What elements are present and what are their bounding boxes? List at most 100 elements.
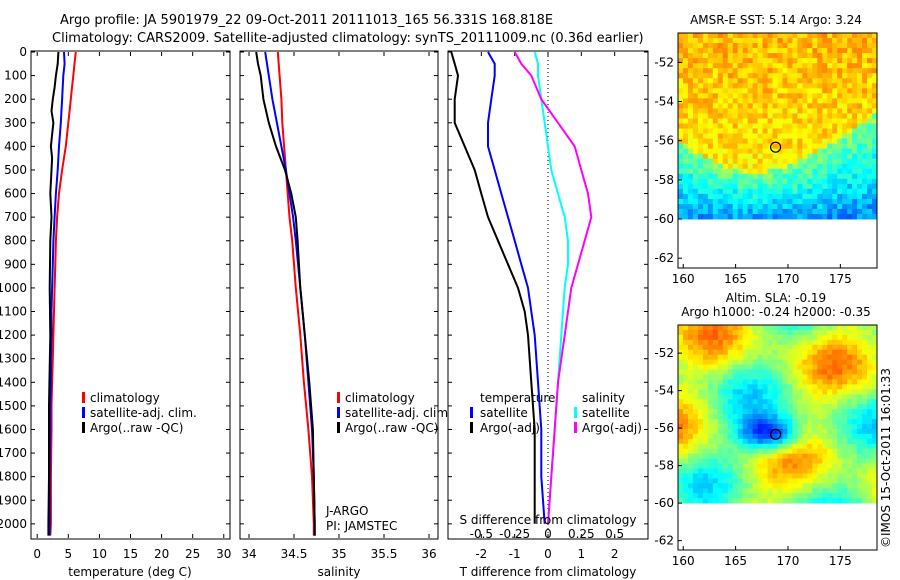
heatmap-cell [827, 428, 833, 435]
heatmap-cell [862, 453, 868, 459]
heatmap-cell [692, 433, 699, 440]
heatmap-cell [802, 369, 808, 375]
heatmap-cell [678, 409, 684, 415]
heatmap-cell [717, 468, 724, 474]
heatmap-cell [762, 468, 768, 474]
heatmap-cell [867, 73, 873, 79]
heatmap-cell [697, 438, 704, 445]
heatmap-cell [722, 188, 729, 195]
heatmap-cell [872, 423, 878, 430]
heatmap-cell [822, 438, 828, 445]
heatmap-cell [697, 433, 704, 440]
heatmap-cell [697, 108, 704, 114]
heatmap-cell [767, 158, 773, 165]
heatmap-cell [787, 193, 793, 200]
heatmap-cell [697, 118, 704, 124]
heatmap-cell [702, 158, 709, 165]
heatmap-cell [842, 153, 848, 160]
heatmap-cell [787, 173, 793, 180]
heatmap-cell [727, 329, 734, 336]
heatmap-cell [752, 138, 759, 145]
heatmap-cell [787, 183, 793, 190]
heatmap-cell [872, 214, 878, 220]
heatmap-cell [847, 448, 853, 455]
heatmap-cell [842, 458, 848, 464]
heatmap-cell [787, 208, 793, 215]
heatmap-cell [807, 428, 813, 435]
heatmap-cell [832, 478, 838, 484]
heatmap-cell [687, 133, 694, 139]
heatmap-cell [832, 48, 838, 54]
heatmap-cell [742, 458, 749, 464]
heatmap-cell [767, 394, 773, 400]
heatmap-cell [752, 73, 759, 79]
heatmap-cell [747, 168, 754, 175]
series-line [450, 51, 536, 524]
heatmap-cell [837, 394, 843, 400]
heatmap-cell [807, 143, 813, 150]
y-tick-label: 300 [4, 116, 27, 130]
heatmap-cell [732, 178, 739, 185]
heatmap-cell [872, 394, 878, 400]
heatmap-cell [767, 339, 773, 346]
heatmap-cell [852, 374, 858, 380]
heatmap-cell [862, 38, 868, 44]
heatmap-cell [722, 399, 729, 405]
heatmap-cell [682, 58, 689, 64]
heatmap-cell [732, 58, 739, 64]
heatmap-cell [777, 38, 783, 44]
heatmap-cell [767, 443, 773, 450]
heatmap-cell [777, 93, 783, 99]
heatmap-cell [807, 473, 813, 479]
x-tick-label-secondary: 0.25 [568, 527, 595, 541]
heatmap-cell [867, 493, 873, 499]
heatmap-cell [837, 173, 843, 180]
heatmap-cell [817, 488, 823, 494]
heatmap-cell [742, 183, 749, 190]
heatmap-cell [807, 414, 813, 420]
heatmap-cell [802, 478, 808, 484]
heatmap-cell [692, 73, 699, 79]
sst-map-title: AMSR-E SST: 5.14 Argo: 3.24 [690, 13, 862, 27]
heatmap-cell [722, 58, 729, 64]
heatmap-cell [722, 203, 729, 210]
heatmap-cell [767, 108, 773, 114]
heatmap-cell [862, 133, 868, 139]
heatmap-cell [722, 173, 729, 180]
heatmap-cell [767, 58, 773, 64]
heatmap-cell [792, 448, 798, 455]
heatmap-cell [777, 334, 783, 341]
heatmap-cell [852, 468, 858, 474]
heatmap-cell [687, 409, 694, 415]
heatmap-cell [702, 493, 709, 499]
heatmap-cell [712, 103, 719, 109]
heatmap-cell [707, 404, 714, 410]
y-tick-label: 1400 [0, 375, 27, 389]
heatmap-cell [777, 448, 783, 455]
heatmap-cell [742, 374, 749, 380]
heatmap-cell [687, 158, 694, 165]
heatmap-cell [782, 163, 788, 170]
heatmap-cell [797, 498, 803, 504]
heatmap-cell [812, 58, 818, 64]
y-tick-label: 1000 [0, 281, 27, 295]
heatmap-cell [752, 53, 759, 59]
heatmap-cell [707, 399, 714, 405]
heatmap-cell [757, 158, 763, 165]
heatmap-cell [832, 468, 838, 474]
heatmap-cell [707, 339, 714, 346]
heatmap-cell [857, 423, 863, 430]
heatmap-cell [837, 458, 843, 464]
heatmap-cell [872, 399, 878, 405]
heatmap-cell [812, 158, 818, 165]
heatmap-cell [707, 364, 714, 370]
heatmap-cell [757, 133, 763, 139]
heatmap-cell [867, 478, 873, 484]
heatmap-cell [857, 384, 863, 390]
heatmap-cell [682, 379, 689, 385]
heatmap-cell [747, 443, 754, 450]
temperature-panel: 0100200300400500600700800900100011001200… [0, 45, 231, 579]
heatmap-cell [697, 493, 704, 499]
heatmap-cell [762, 404, 768, 410]
heatmap-cell [872, 58, 878, 64]
